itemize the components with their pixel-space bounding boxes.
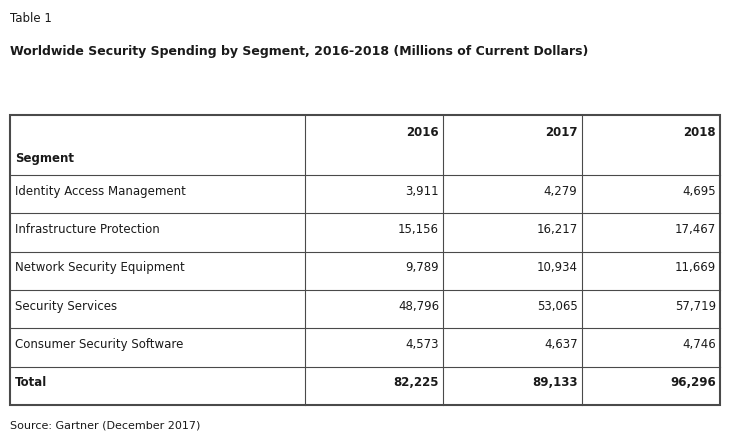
Text: 4,573: 4,573 [406, 338, 439, 351]
Text: Consumer Security Software: Consumer Security Software [15, 338, 183, 351]
Text: 11,669: 11,669 [675, 261, 716, 274]
Text: 82,225: 82,225 [394, 376, 439, 389]
Bar [10, 115, 720, 405]
Text: 57,719: 57,719 [675, 299, 716, 312]
Text: 48,796: 48,796 [398, 299, 439, 312]
Text: Worldwide Security Spending by Segment, 2016-2018 (Millions of Current Dollars): Worldwide Security Spending by Segment, … [10, 45, 588, 58]
Text: Infrastructure Protection: Infrastructure Protection [15, 223, 160, 236]
Text: 89,133: 89,133 [532, 376, 578, 389]
Text: 16,217: 16,217 [537, 223, 578, 236]
Text: 9,789: 9,789 [406, 261, 439, 274]
Text: 2018: 2018 [683, 126, 716, 139]
Text: 4,695: 4,695 [682, 185, 716, 198]
Text: 4,279: 4,279 [544, 185, 578, 198]
Text: 15,156: 15,156 [398, 223, 439, 236]
Text: 2017: 2017 [545, 126, 578, 139]
Text: 4,746: 4,746 [682, 338, 716, 351]
Text: Table 1: Table 1 [10, 12, 52, 24]
Text: 2016: 2016 [406, 126, 439, 139]
Text: 53,065: 53,065 [537, 299, 578, 312]
Text: 17,467: 17,467 [675, 223, 716, 236]
Text: 4,637: 4,637 [544, 338, 578, 351]
Text: Security Services: Security Services [15, 299, 117, 312]
Text: Network Security Equipment: Network Security Equipment [15, 261, 185, 274]
Text: 3,911: 3,911 [406, 185, 439, 198]
Text: Source: Gartner (December 2017): Source: Gartner (December 2017) [10, 420, 200, 430]
Text: Total: Total [15, 376, 47, 389]
Text: Segment: Segment [15, 152, 74, 165]
Text: Identity Access Management: Identity Access Management [15, 185, 186, 198]
Text: 96,296: 96,296 [670, 376, 716, 389]
Text: 10,934: 10,934 [537, 261, 578, 274]
